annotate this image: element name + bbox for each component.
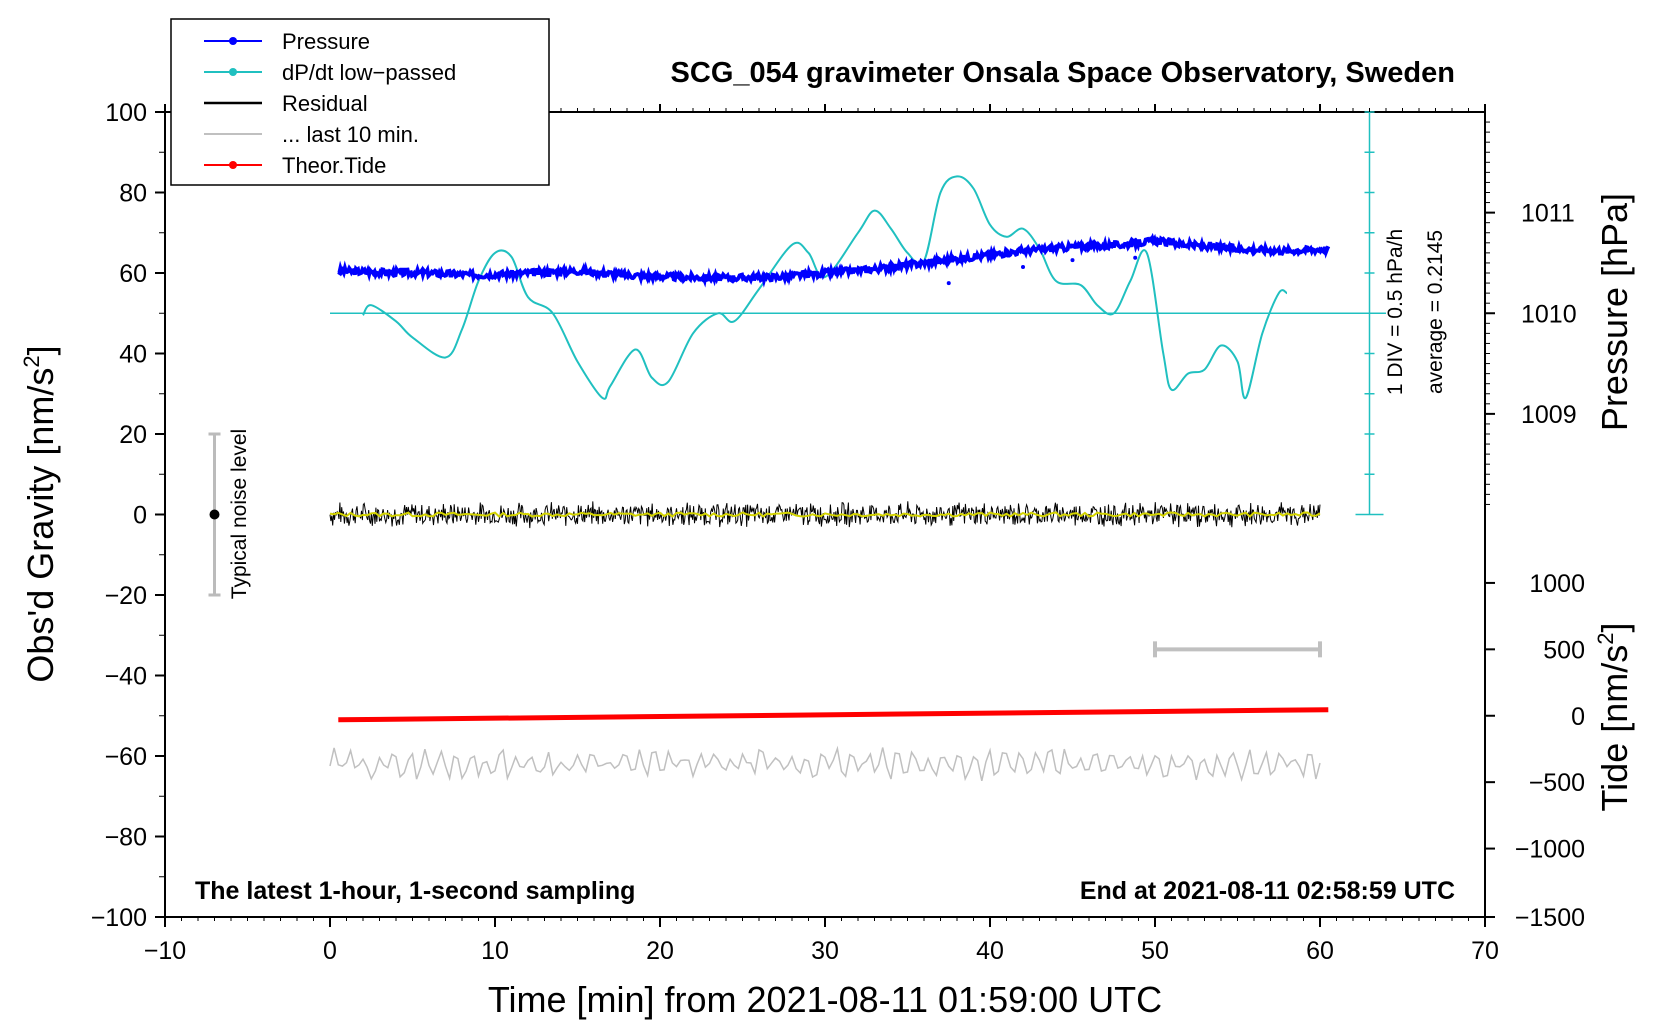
dpdt-line [362, 175, 1288, 400]
legend: Pressure dP/dt low−passed Residual ... last… [170, 18, 550, 186]
noise-level-point [209, 509, 220, 520]
pressure-axis-title: Pressure [hPa] [1594, 193, 1635, 431]
legend-marker [229, 161, 237, 169]
tide-tick-label: −1000 [1515, 836, 1585, 864]
y-tick-label: −60 [105, 743, 147, 771]
y-tick-label: 0 [133, 502, 147, 530]
y-tick-label: 80 [119, 180, 147, 208]
legend-marker [229, 37, 237, 45]
legend-marker [229, 68, 237, 76]
residual-line [329, 501, 1321, 529]
pressure-outlier-point [1021, 264, 1025, 269]
x-axis-ticks: −10 0 10 20 30 40 50 60 70 [144, 104, 1499, 965]
series-layer [208, 111, 1386, 783]
y-tick-label: 100 [105, 99, 147, 127]
legend-label: Pressure [282, 29, 370, 54]
x-tick-label: 70 [1471, 937, 1499, 965]
chart-title: SCG_054 gravimeter Onsala Space Observat… [671, 57, 1455, 89]
bottom-left-note: The latest 1-hour, 1-second sampling [195, 877, 635, 905]
residual-smooth-line [329, 511, 1321, 518]
average-label: average = 0.2145 [1424, 230, 1447, 394]
x-tick-label: 30 [811, 937, 839, 965]
tide-tick-label: −1500 [1515, 904, 1585, 932]
x-tick-label: 60 [1306, 937, 1334, 965]
legend-label: dP/dt low−passed [282, 60, 456, 85]
tide-axis-title: Tide [nm/s2] [1593, 623, 1635, 812]
y-tick-label: −20 [105, 582, 147, 610]
tide-tick-label: −500 [1529, 769, 1585, 797]
tide-tick-label: 500 [1543, 636, 1585, 664]
y-tick-label: 20 [119, 421, 147, 449]
last-10-min-line [329, 745, 1321, 783]
x-tick-label: 20 [646, 937, 674, 965]
x-tick-label: −10 [144, 937, 186, 965]
y-tick-label: −100 [91, 904, 147, 932]
x-tick-label: 0 [323, 937, 337, 965]
pressure-outlier-point [1133, 255, 1138, 260]
y-tick-label: −40 [105, 663, 147, 691]
y-axis-ticks: −100 −80 −60 −40 −20 0 20 40 60 80 100 [91, 99, 165, 932]
y-axis-title-left: Obs'd Gravity [nm/s2] [19, 345, 61, 682]
tide-axis-ticks: 1000 500 0 −500 −1000 −1500 [1485, 570, 1585, 932]
legend-label: Residual [282, 91, 368, 116]
pressure-tick-label: 1010 [1521, 300, 1577, 328]
x-axis-title: Time [min] from 2021-08-11 01:59:00 UTC [488, 979, 1162, 1020]
div-scale-label: 1 DIV = 0.5 hPa/h [1384, 229, 1407, 395]
pressure-tick-label: 1009 [1521, 401, 1577, 429]
legend-label: Theor.Tide [282, 153, 386, 178]
noise-level-label: Typical noise level [228, 429, 251, 599]
pressure-axis-ticks: 1011 1010 1009 [1485, 121, 1577, 505]
x-tick-label: 50 [1141, 937, 1169, 965]
y-tick-label: −80 [105, 824, 147, 852]
bottom-right-note: End at 2021-08-11 02:58:59 UTC [1080, 877, 1455, 905]
y-tick-label: 60 [119, 260, 147, 288]
y-tick-label: 40 [119, 341, 147, 369]
pressure-line [337, 232, 1331, 288]
pressure-outlier-point [946, 281, 951, 286]
x-tick-label: 10 [481, 937, 509, 965]
pressure-outlier-point [1070, 258, 1075, 263]
theor-tide-line [338, 707, 1329, 723]
tide-tick-label: 0 [1571, 703, 1585, 731]
tide-tick-label: 1000 [1529, 570, 1585, 598]
x-tick-label: 40 [976, 937, 1004, 965]
legend-label: ... last 10 min. [282, 122, 419, 147]
pressure-tick-label: 1011 [1521, 200, 1575, 228]
